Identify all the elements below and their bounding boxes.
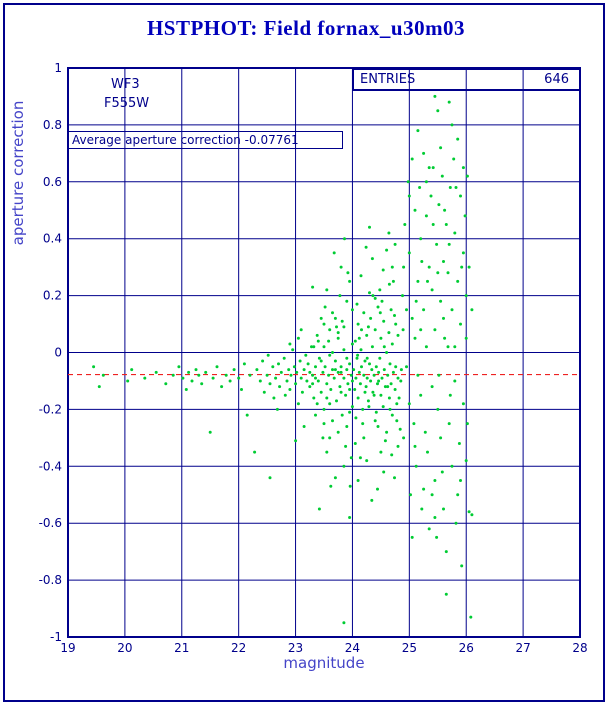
average-correction-box: Average aperture correction -0.07761 xyxy=(68,131,343,149)
entries-label: ENTRIES xyxy=(360,72,416,87)
svg-text:0: 0 xyxy=(54,346,62,360)
svg-text:20: 20 xyxy=(117,641,132,655)
grid-layer xyxy=(67,67,581,638)
svg-text:0.6: 0.6 xyxy=(43,175,62,189)
svg-text:0.2: 0.2 xyxy=(43,289,62,303)
svg-text:22: 22 xyxy=(231,641,246,655)
tick-labels-layer: 19 20 21 22 23 24 25 26 27 28 1 0.8 0.6 0.4 0.2 0 -0.2 -0… xyxy=(39,61,588,655)
y-axis-title: aperture correction xyxy=(9,101,27,246)
page-title: HSTPHOT: Field fornax_u30m03 xyxy=(146,16,466,40)
svg-text:1: 1 xyxy=(54,61,62,75)
svg-text:25: 25 xyxy=(402,641,417,655)
svg-text:0.8: 0.8 xyxy=(43,118,62,132)
svg-text:21: 21 xyxy=(174,641,189,655)
svg-text:-0.2: -0.2 xyxy=(39,402,62,416)
svg-text:-1: -1 xyxy=(50,630,62,644)
camera-label: WF3 xyxy=(111,77,140,92)
svg-text:19: 19 xyxy=(60,641,75,655)
svg-text:23: 23 xyxy=(288,641,303,655)
svg-text:-0.8: -0.8 xyxy=(39,573,62,587)
entries-value: 646 xyxy=(544,72,569,87)
entries-stat-box: ENTRIES 646 xyxy=(352,68,581,91)
x-axis-title: magnitude xyxy=(283,654,364,672)
scatter-points-layer xyxy=(92,94,474,625)
filter-label: F555W xyxy=(104,96,150,111)
svg-text:-0.6: -0.6 xyxy=(39,516,62,530)
camera-filter-block: WF3 F555W xyxy=(104,75,149,113)
svg-text:26: 26 xyxy=(459,641,474,655)
svg-text:-0.4: -0.4 xyxy=(39,459,62,473)
average-correction-text: Average aperture correction -0.07761 xyxy=(72,133,299,147)
svg-text:24: 24 xyxy=(345,641,360,655)
svg-text:27: 27 xyxy=(515,641,530,655)
svg-text:28: 28 xyxy=(572,641,587,655)
svg-text:0.4: 0.4 xyxy=(43,232,62,246)
